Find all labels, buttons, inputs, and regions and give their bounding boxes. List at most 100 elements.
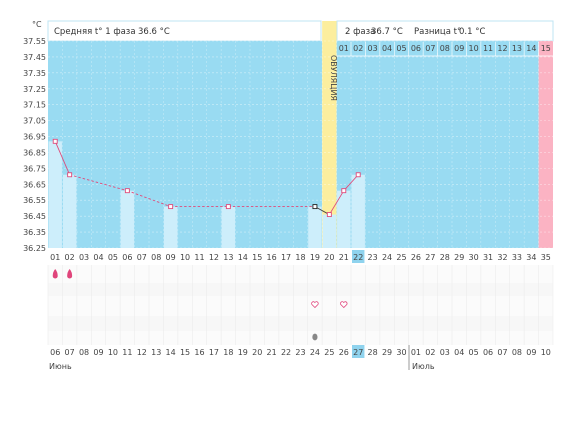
month-june: Июнь (49, 362, 72, 371)
cycle-day-label: 06 (122, 253, 132, 262)
y-tick-label: 36.25 (23, 244, 46, 253)
phase2-day-label: 07 (425, 44, 435, 53)
calendar-date: 15 (180, 348, 190, 357)
y-tick-label: 36.35 (23, 228, 46, 237)
temp-point (355, 172, 361, 178)
y-tick-label: 36.75 (23, 164, 46, 173)
temp-bar (337, 190, 351, 248)
cycle-day-label: 28 (440, 253, 450, 262)
temp-point (225, 204, 231, 210)
y-tick-label: 36.85 (23, 148, 46, 157)
marker-row (48, 283, 553, 296)
calendar-date: 02 (425, 348, 435, 357)
phase2-day-label: 14 (526, 44, 536, 53)
phase2-day-label: 02 (353, 44, 363, 53)
cycle-day-label: 03 (79, 253, 89, 262)
cycle-day-label: 32 (497, 253, 507, 262)
temp-bar (351, 174, 365, 248)
unit-label: °C (32, 20, 42, 29)
calendar-date: 22 (281, 348, 291, 357)
cycle-day-label: 30 (469, 253, 479, 262)
calendar-date: 25 (324, 348, 334, 357)
cycle-day-label: 08 (151, 253, 161, 262)
cycle-day-label: 12 (209, 253, 219, 262)
phase2-label: 2 фаза (345, 27, 375, 37)
phase2-day-label: 08 (440, 44, 450, 53)
calendar-date: 10 (108, 348, 118, 357)
temp-line-segment (54, 141, 71, 175)
cycle-day-label: 01 (50, 253, 60, 262)
calendar-date: 14 (166, 348, 176, 357)
temp-point (312, 204, 318, 210)
y-tick-label: 37.25 (23, 85, 46, 94)
phase1-value: 36.6 °C (138, 27, 170, 37)
cycle-day-label: 13 (223, 253, 233, 262)
calendar-date: 28 (368, 348, 378, 357)
y-tick-label: 36.95 (23, 133, 46, 142)
cycle-day-label: 11 (194, 253, 204, 262)
calendar-date: 27 (353, 348, 363, 357)
y-tick-label: 37.15 (23, 101, 46, 110)
temp-line-segment (127, 190, 171, 208)
phase2-day-label: 13 (512, 44, 522, 53)
cycle-day-label: 02 (65, 253, 75, 262)
cycle-day-label: 10 (180, 253, 190, 262)
temp-bar (62, 174, 77, 248)
temp-line-segment (343, 174, 359, 191)
calendar-date: 16 (194, 348, 204, 357)
phase2-day-label: 11 (483, 44, 493, 53)
phase1-background (48, 41, 323, 248)
calendar-date: 18 (223, 348, 233, 357)
calendar-date: 06 (483, 348, 493, 357)
cycle-day-label: 22 (353, 253, 363, 262)
temp-bar (120, 190, 135, 248)
calendar-date: 21 (267, 348, 277, 357)
cycle-day-label: 23 (368, 253, 378, 262)
calendar-date: 13 (151, 348, 161, 357)
phase2-day-label: 06 (411, 44, 421, 53)
cycle-day-label: 26 (411, 253, 421, 262)
calendar-date: 12 (137, 348, 147, 357)
phase2-day-label: 01 (339, 44, 349, 53)
y-tick-label: 37.05 (23, 117, 46, 126)
y-tick-label: 36.45 (23, 212, 46, 221)
egg-icon (312, 333, 318, 341)
cycle-day-label: 15 (252, 253, 262, 262)
phase2-background (336, 41, 539, 248)
temp-bar (221, 206, 236, 248)
cycle-day-label: 18 (295, 253, 305, 262)
y-tick-label: 37.35 (23, 69, 46, 78)
calendar-date: 24 (310, 348, 320, 357)
drop-icon (52, 269, 58, 279)
calendar-date: 08 (512, 348, 522, 357)
temp-line-segment (328, 190, 345, 215)
cycle-day-label: 14 (238, 253, 248, 262)
calendar-date: 04 (454, 348, 464, 357)
cycle-day-label: 34 (526, 253, 536, 262)
cycle-day-label: 07 (137, 253, 147, 262)
cycle-day-label: 35 (541, 253, 551, 262)
calendar-row (48, 345, 553, 359)
calendar-date: 10 (541, 348, 551, 357)
final-column (538, 41, 553, 248)
calendar-date: 05 (469, 348, 479, 357)
phase2-day-label: 05 (396, 44, 406, 53)
y-tick-label: 37.55 (23, 37, 46, 46)
calendar-date: 07 (497, 348, 507, 357)
marker-row (48, 296, 553, 316)
cycle-day-label: 09 (166, 253, 176, 262)
phase2-day-label: 03 (368, 44, 378, 53)
cycle-day-label: 17 (281, 253, 291, 262)
cycle-day-label: 21 (339, 253, 349, 262)
drop-icon (67, 269, 73, 279)
calendar-date: 03 (440, 348, 450, 357)
cycle-day-label: 33 (512, 253, 522, 262)
temp-point (326, 212, 332, 218)
temp-bar (48, 141, 62, 248)
calendar-date: 11 (122, 348, 132, 357)
cycle-day-label: 16 (267, 253, 277, 262)
cycle-day-label: 19 (310, 253, 320, 262)
calendar-date: 06 (50, 348, 60, 357)
phase2-day-label: 10 (469, 44, 479, 53)
cycle-day-label: 24 (382, 253, 392, 262)
